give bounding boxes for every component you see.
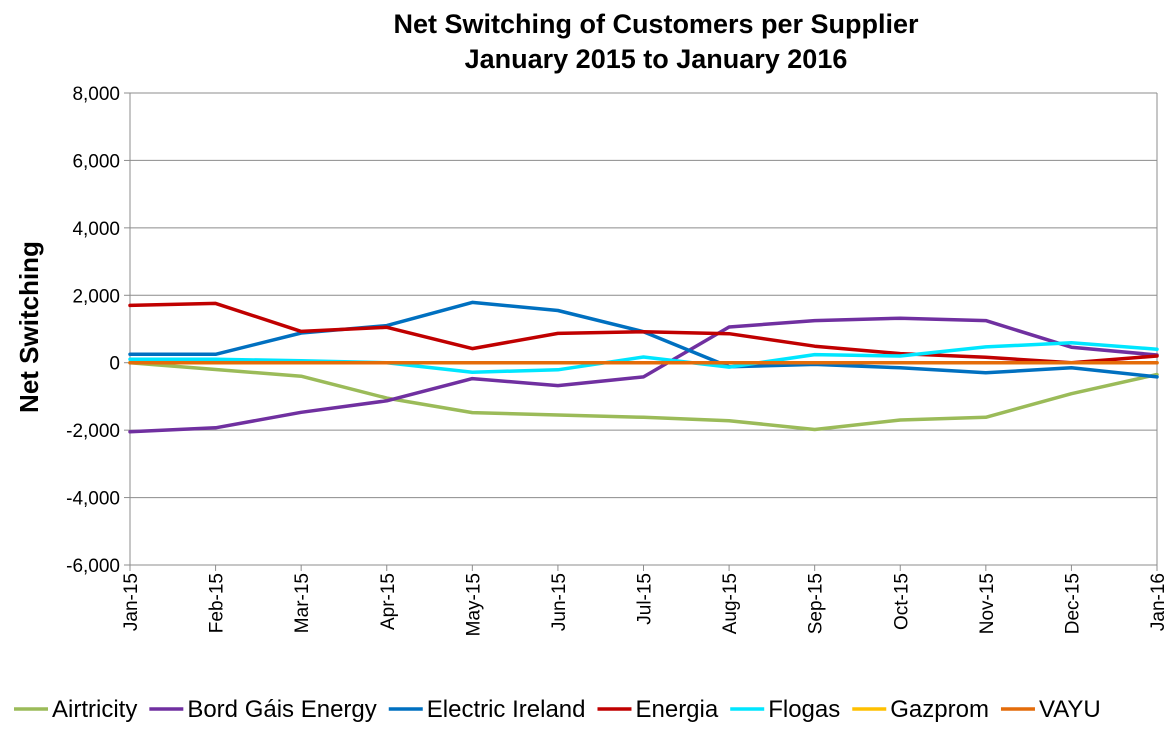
legend-label: Electric Ireland xyxy=(427,696,586,723)
y-axis-label: Net Switching xyxy=(14,241,44,413)
x-tick-label: Feb-15 xyxy=(207,573,228,633)
series-line xyxy=(128,301,1159,365)
axes xyxy=(124,92,1158,571)
series-line xyxy=(128,316,1159,434)
y-tick-label: -6,000 xyxy=(66,556,120,577)
chart-title-line-1: Net Switching of Customers per Supplier xyxy=(393,9,919,39)
x-tick-label: Jan-16 xyxy=(1148,573,1169,631)
y-tick-label: 2,000 xyxy=(72,286,120,307)
y-tick-label: 0 xyxy=(109,354,120,375)
x-tick-label: Jan-15 xyxy=(121,573,142,631)
legend-label: Energia xyxy=(635,696,718,723)
y-tick-label: 6,000 xyxy=(72,151,120,172)
x-tick-label: Jul-15 xyxy=(635,573,656,625)
legend-label: Flogas xyxy=(768,696,840,723)
x-tick-label: Mar-15 xyxy=(292,573,313,633)
x-tick-labels: Jan-15 Feb-15 Mar-15 Apr-15 May-15 Jun-15 Jul-… xyxy=(121,573,1169,636)
x-tick-label: Sep-15 xyxy=(806,573,827,634)
x-tick-label: May-15 xyxy=(463,573,484,636)
y-tick-label: 8,000 xyxy=(72,84,120,105)
series-line xyxy=(128,360,1159,432)
legend-label: Bord Gáis Energy xyxy=(187,696,376,723)
x-tick-label: Dec-15 xyxy=(1062,573,1083,634)
x-tick-label: Oct-15 xyxy=(891,573,912,630)
series-line xyxy=(128,341,1159,374)
legend-label: Gazprom xyxy=(890,696,989,723)
y-tick-labels: 8,000 6,000 4,000 2,000 0 -2,000 -4,000 -6,000 xyxy=(66,84,120,577)
x-tick-label: Aug-15 xyxy=(720,573,741,634)
series-lines xyxy=(128,300,1159,434)
series-line xyxy=(128,300,1159,379)
legend-label: Airtricity xyxy=(52,696,137,723)
x-tick-label: Apr-15 xyxy=(378,573,399,630)
gridlines xyxy=(130,92,1157,499)
legend: Airtricity Bord Gáis Energy Electric Irela… xyxy=(14,696,1101,723)
y-tick-label: -2,000 xyxy=(66,421,120,442)
legend-label: VAYU xyxy=(1039,696,1101,723)
x-tick-label: Nov-15 xyxy=(977,573,998,634)
y-tick-label: -4,000 xyxy=(66,489,120,510)
y-tick-label: 4,000 xyxy=(72,219,120,240)
x-tick-label: Jun-15 xyxy=(549,573,570,631)
chart-title-line-2: January 2015 to January 2016 xyxy=(465,44,848,74)
